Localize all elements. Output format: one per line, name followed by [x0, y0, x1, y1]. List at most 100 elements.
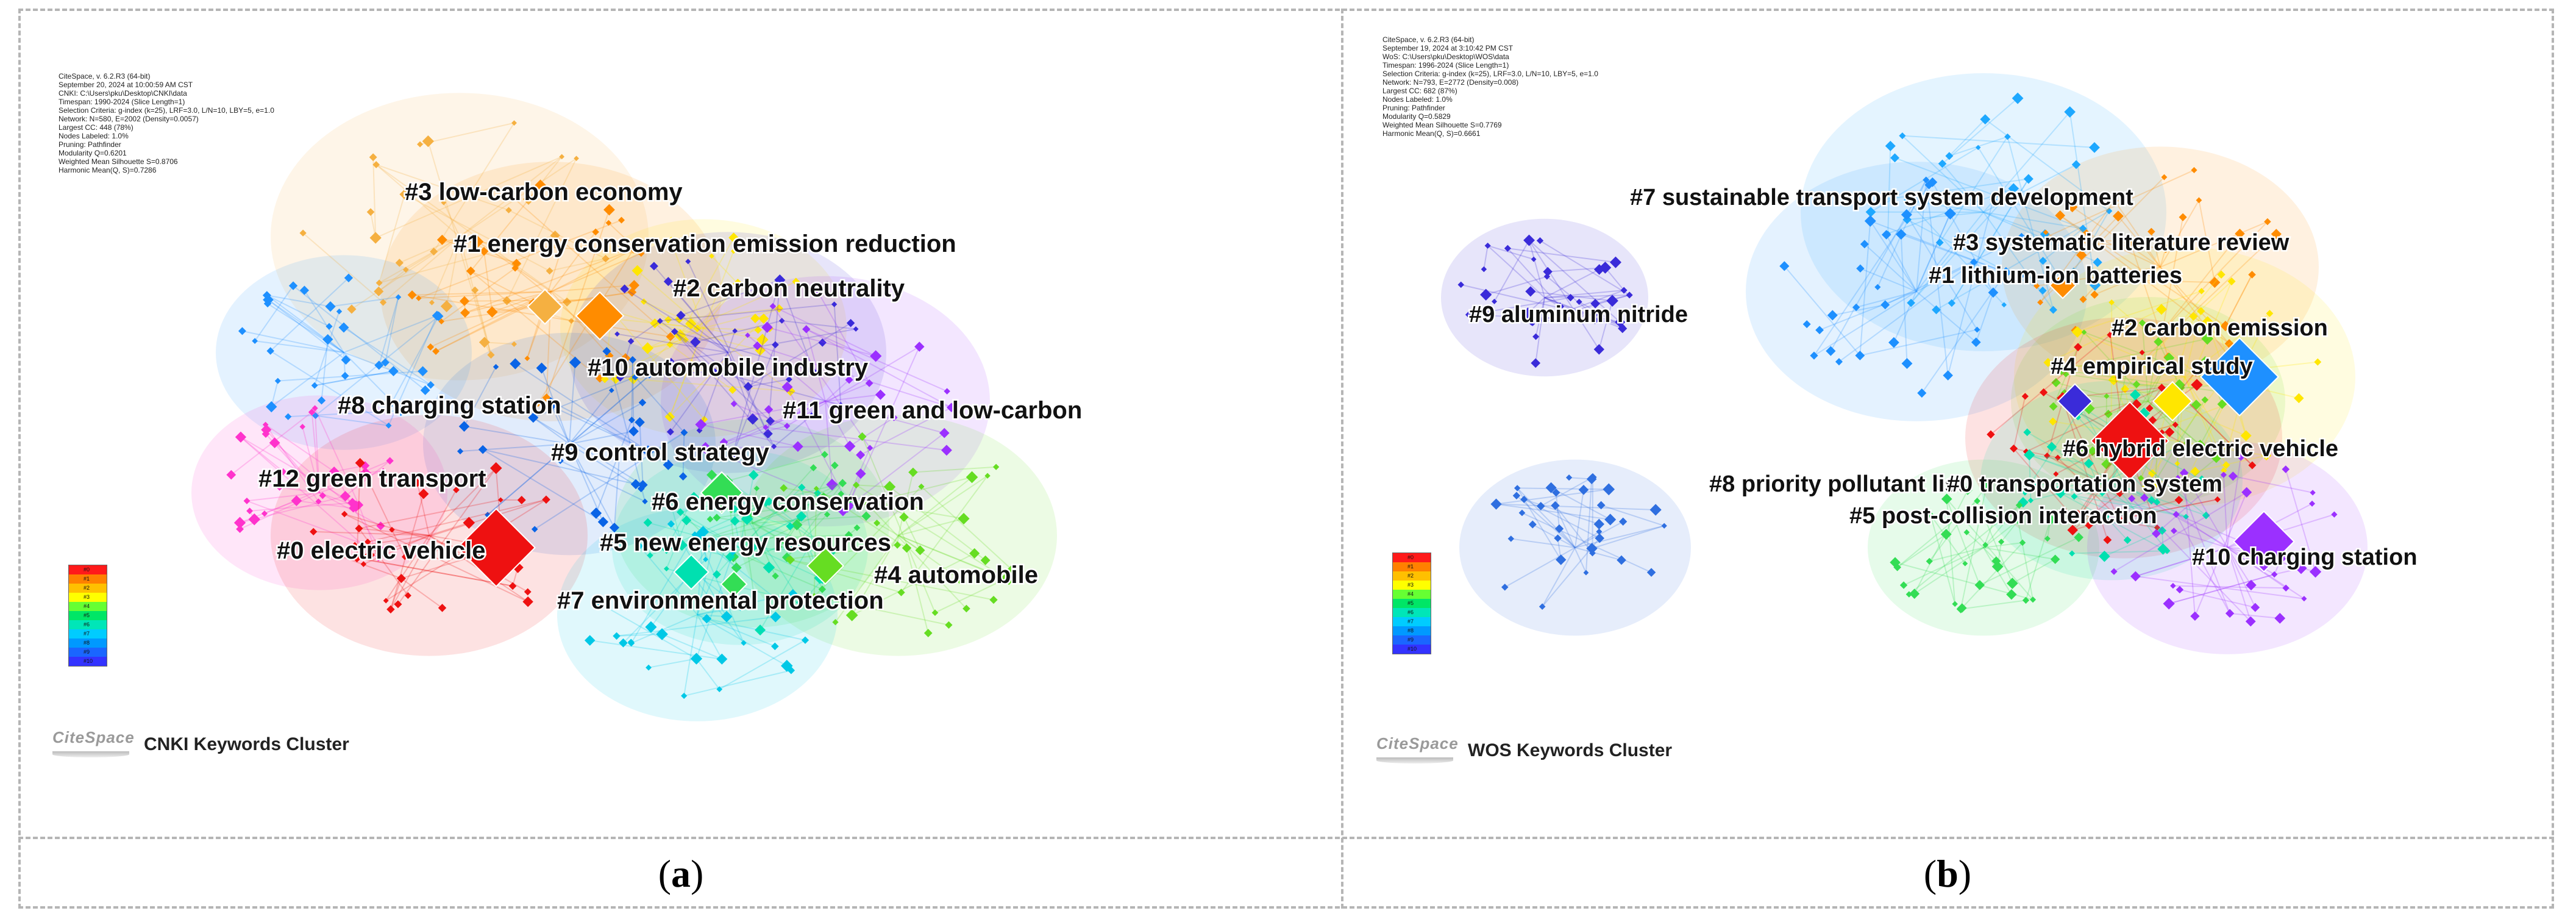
network-edge — [2225, 274, 2253, 327]
keyword-node — [262, 421, 269, 428]
keyword-node — [385, 422, 392, 429]
network-edge — [2113, 492, 2247, 573]
network-edge — [379, 194, 405, 284]
keyword-node — [902, 543, 912, 553]
network-edge — [334, 553, 513, 587]
network-edge — [733, 403, 788, 427]
network-edge — [1539, 240, 1630, 296]
network-edge — [616, 616, 776, 637]
network-edge — [2062, 398, 2119, 519]
keyword-node — [666, 341, 674, 348]
network-edge — [1983, 212, 2054, 310]
keyword-node — [402, 266, 409, 273]
keyword-node — [2250, 603, 2260, 612]
keyword-node — [1975, 145, 1981, 151]
meta-line: September 19, 2024 at 3:10:42 PM CST — [1382, 44, 1514, 52]
network-edge — [1585, 479, 1593, 573]
keyword-node — [2054, 270, 2060, 276]
network-edge — [1544, 297, 1623, 327]
keyword-node — [795, 596, 808, 609]
network-edge — [363, 535, 430, 565]
network-edge — [1856, 291, 1917, 308]
keyword-node — [2130, 389, 2141, 401]
network-edge — [1870, 220, 2007, 273]
keyword-node — [262, 430, 270, 438]
keyword-node — [810, 593, 818, 601]
network-edge — [1470, 297, 1571, 315]
meta-line: Largest CC: 682 (87%) — [1382, 87, 1457, 95]
network-edge — [1983, 542, 2023, 548]
network-edge — [2042, 228, 2083, 262]
keyword-node — [716, 653, 728, 665]
network-edge — [375, 164, 460, 237]
keyword-node — [845, 609, 858, 621]
keyword-node — [2191, 166, 2197, 174]
network-edge — [701, 537, 823, 590]
network-edge — [2184, 310, 2202, 377]
network-edge — [1879, 178, 2029, 201]
keyword-node — [233, 517, 246, 529]
network-edge — [2179, 588, 2256, 609]
keyword-node — [360, 561, 367, 567]
panel-b-wos: #7 sustainable transport system developm… — [1343, 11, 2552, 837]
network-edge — [1893, 213, 1951, 343]
network-edge — [716, 547, 741, 575]
network-edge — [849, 417, 895, 447]
keyword-node — [369, 153, 377, 162]
network-edge — [1598, 300, 1614, 350]
network-edge — [487, 375, 650, 516]
keyword-node — [557, 247, 565, 255]
meta-line: Weighted Mean Silhouette S=0.8706 — [59, 157, 178, 166]
keyword-node — [2071, 493, 2078, 500]
network-edge — [368, 499, 547, 543]
cluster-halo — [1868, 459, 2099, 636]
keyword-node — [788, 540, 800, 551]
network-edge — [551, 406, 649, 452]
keyword-node — [755, 624, 766, 636]
keyword-node — [763, 424, 769, 431]
cluster-halo — [380, 162, 722, 421]
cluster-halo — [191, 395, 447, 590]
keyword-node — [666, 428, 674, 436]
keyword-node — [358, 471, 365, 477]
network-edge — [752, 493, 842, 524]
network-edge — [302, 232, 384, 303]
network-edge — [2118, 215, 2161, 268]
network-edge — [730, 545, 794, 558]
network-edge — [2199, 404, 2223, 446]
keyword-node — [786, 522, 794, 531]
network-edge — [560, 460, 646, 502]
network-edge — [546, 209, 610, 398]
meta-line: September 20, 2024 at 10:00:59 AM CST — [59, 80, 193, 89]
keyword-node — [388, 366, 399, 376]
network-edge — [2080, 215, 2119, 256]
network-edge — [268, 299, 347, 360]
keyword-node — [2139, 349, 2145, 356]
network-edge — [378, 269, 407, 292]
keyword-node — [1948, 299, 1956, 307]
panel-title-a: CNKI Keywords Cluster — [144, 734, 349, 754]
keyword-node — [427, 381, 435, 389]
major-keyword-node — [527, 288, 563, 325]
network-edge — [1544, 269, 1600, 298]
keyword-node — [341, 355, 351, 365]
keyword-node — [2164, 352, 2175, 363]
network-edge — [2105, 499, 2152, 518]
keyword-node — [1004, 576, 1014, 585]
network-edge — [666, 497, 695, 549]
network-edge — [514, 267, 626, 359]
keyword-node — [380, 468, 386, 474]
network-edge — [814, 596, 949, 626]
keyword-node — [315, 498, 322, 505]
network-edge — [1535, 297, 1545, 337]
keyword-node — [1531, 358, 1541, 368]
network-edge — [1983, 164, 2077, 213]
keyword-node — [2038, 257, 2048, 265]
network-edge — [898, 476, 973, 536]
keyword-node — [875, 389, 886, 400]
legend-swatch: #3 — [69, 593, 107, 602]
network-edge — [2168, 573, 2275, 604]
keyword-node — [569, 356, 582, 368]
network-edge — [2227, 547, 2252, 622]
keyword-node — [395, 259, 404, 267]
